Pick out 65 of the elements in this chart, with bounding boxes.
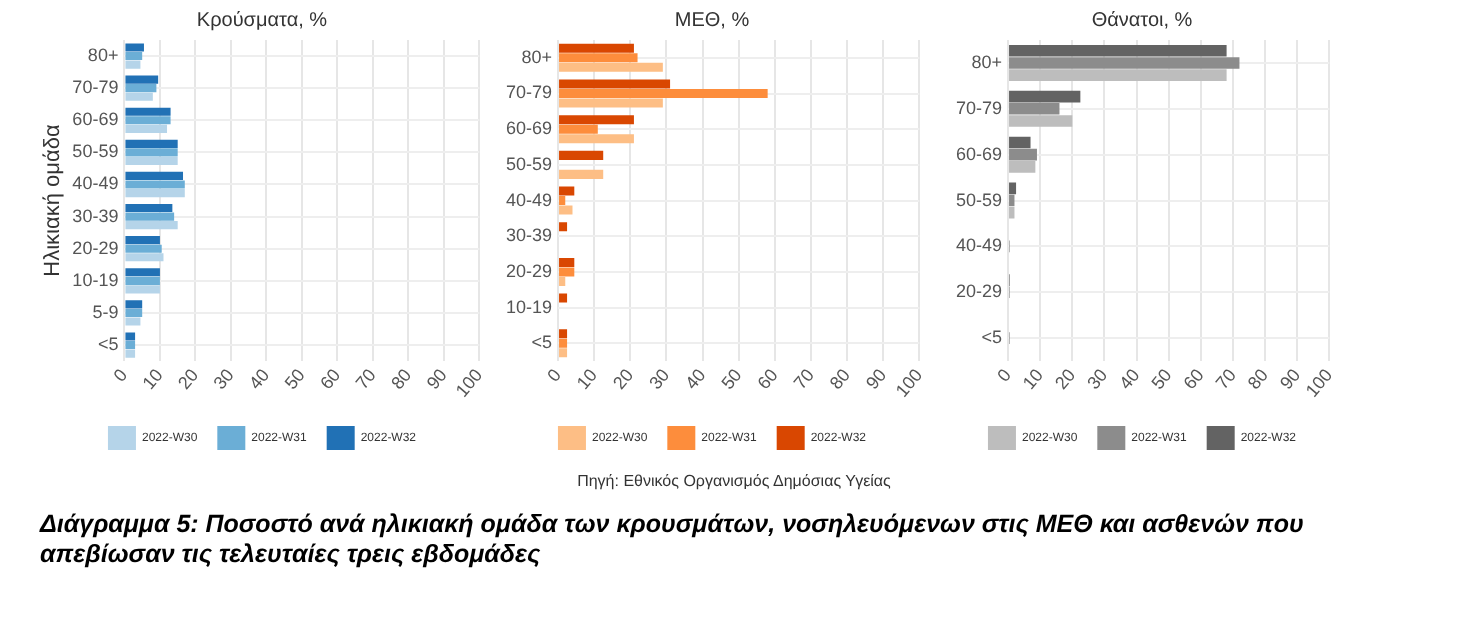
text: Διάγραμμα 5: Ποσοστό ανά ηλικιακή ομάδα των κρουσμάτων, νοσηλευόμενων στις ΜΕΘ και ασθενών που απεβίωσαν τις τελευταίες τρεις εβδομάδες xyxy=(37,510,1306,570)
chart-title: Κρούσματα, % xyxy=(196,9,328,32)
x-tick-label: 40 xyxy=(1115,364,1144,394)
y-tick-label: 5-9 xyxy=(92,301,119,322)
y-tick-label: <5 xyxy=(97,334,119,355)
y-tick-label: 40-49 xyxy=(72,173,119,194)
y-tick-label: <5 xyxy=(531,332,553,353)
chart-title: Θάνατοι, % xyxy=(1091,9,1193,32)
x-tick-label: 40 xyxy=(245,364,274,394)
y-tick-label: 50-59 xyxy=(72,141,119,162)
x-tick-label: 20 xyxy=(1050,364,1080,394)
x-tick-label: 0 xyxy=(993,364,1015,386)
x-tick-label: 50 xyxy=(717,364,746,394)
y-tick-label: 70-79 xyxy=(72,77,119,98)
x-tick-label: 10 xyxy=(1018,364,1048,394)
x-tick-label: 10 xyxy=(572,364,602,394)
x-tick-label: 70 xyxy=(351,364,380,394)
x-tick-label: 80 xyxy=(1243,364,1273,394)
chart-title: ΜΕΘ, % xyxy=(674,9,750,32)
y-tick-label: 60-69 xyxy=(72,109,119,130)
y-tick-label: <5 xyxy=(981,327,1003,348)
y-tick-label: 50-59 xyxy=(955,189,1003,210)
x-tick-label: 60 xyxy=(1179,364,1208,394)
x-tick-label: 70 xyxy=(789,364,818,394)
x-tick-label: 20 xyxy=(174,364,203,394)
y-tick-label: 20-29 xyxy=(505,260,553,281)
x-tick-label: 90 xyxy=(1275,364,1305,394)
y-tick-label: 30-39 xyxy=(72,205,119,226)
y-tick-label: 80+ xyxy=(87,45,119,66)
x-tick-label: 50 xyxy=(280,364,309,394)
x-tick-label: 30 xyxy=(1083,364,1112,394)
x-tick-label: 40 xyxy=(681,364,710,394)
y-tick-label: 50-59 xyxy=(505,153,553,174)
y-tick-label: 10-19 xyxy=(72,269,119,290)
x-tick-label: 100 xyxy=(891,364,927,401)
y-tick-label: 60-69 xyxy=(505,118,553,139)
x-tick-label: 0 xyxy=(109,364,132,386)
y-axis-title: Ηλικιακή ομάδα xyxy=(41,123,66,277)
x-tick-label: 100 xyxy=(451,364,487,401)
x-tick-label: 10 xyxy=(138,364,167,394)
y-tick-label: 30-39 xyxy=(505,225,553,246)
y-tick-label: 40-49 xyxy=(955,235,1003,256)
x-tick-label: 0 xyxy=(543,364,565,386)
x-tick-label: 80 xyxy=(387,364,416,394)
y-tick-label: 80+ xyxy=(971,51,1003,72)
x-tick-label: 30 xyxy=(645,364,674,394)
x-tick-label: 60 xyxy=(316,364,345,394)
y-tick-label: 20-29 xyxy=(72,237,119,258)
x-tick-label: 90 xyxy=(861,364,891,394)
y-tick-label: 80+ xyxy=(521,46,553,67)
x-tick-label: 80 xyxy=(825,364,855,394)
x-tick-label: 30 xyxy=(209,364,238,394)
text: Πηγή: Εθνικός Οργανισμός Δημόσιας Υγείας xyxy=(575,472,893,490)
x-tick-label: 50 xyxy=(1147,364,1176,394)
x-tick-label: 60 xyxy=(753,364,782,394)
x-tick-label: 70 xyxy=(1211,364,1240,394)
y-tick-label: 60-69 xyxy=(955,143,1003,164)
x-tick-label: 100 xyxy=(1301,364,1337,401)
x-tick-label: 90 xyxy=(422,364,451,394)
y-tick-label: 70-79 xyxy=(505,82,553,103)
y-tick-label: 10-19 xyxy=(505,296,553,317)
y-tick-label: 40-49 xyxy=(505,189,553,210)
x-tick-label: 20 xyxy=(608,364,638,394)
y-tick-label: 70-79 xyxy=(955,97,1003,118)
y-tick-label: 20-29 xyxy=(955,281,1003,302)
